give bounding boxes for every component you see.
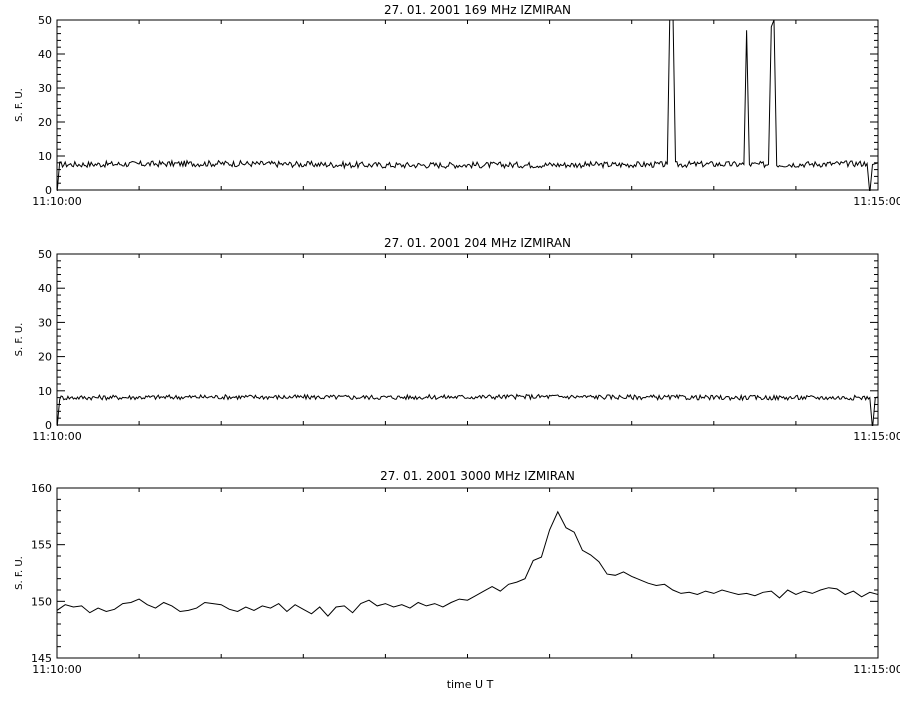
chart-3-frame <box>56 487 879 659</box>
chart-3-ytick-label: 150 <box>31 595 52 608</box>
chart-1-series-line <box>57 20 878 191</box>
x-axis-label: time U T <box>447 678 494 691</box>
chart-3-title: 27. 01. 2001 3000 MHz IZMIRAN <box>380 469 575 483</box>
chart-3-ytick-label: 145 <box>31 652 52 665</box>
chart-2-ytick-label: 50 <box>38 248 52 261</box>
chart-1-xtick-label: 11:10:00 <box>32 195 81 208</box>
chart-2: 27. 01. 2001 204 MHz IZMIRAN S. F. U. 0 10 2… <box>14 236 900 443</box>
chart-2-ytick-label: 0 <box>45 419 52 432</box>
chart-2-ylabel: S. F. U. <box>14 323 25 357</box>
chart-1-xtick-label: 11:15:00 <box>853 195 900 208</box>
chart-3-xtick-label: 11:10:00 <box>32 663 81 676</box>
chart-1: 27. 01. 2001 169 MHz IZMIRAN S. F. U. 0 10 2… <box>14 3 900 208</box>
chart-1-title: 27. 01. 2001 169 MHz IZMIRAN <box>384 3 571 17</box>
chart-2-xtick-label: 11:10:00 <box>32 430 81 443</box>
chart-3: 27. 01. 2001 3000 MHz IZMIRAN S. F. U. 145… <box>14 469 900 676</box>
chart-2-ytick-label: 30 <box>38 316 52 329</box>
chart-1-ytick-label: 50 <box>38 14 52 27</box>
chart-3-ylabel: S. F. U. <box>14 556 25 590</box>
chart-3-xtick-label: 11:15:00 <box>853 663 900 676</box>
chart-1-ytick-label: 40 <box>38 48 52 61</box>
chart-2-ytick-label: 10 <box>38 385 52 398</box>
chart-2-xtick-label: 11:15:00 <box>853 430 900 443</box>
chart-3-ytick-label: 160 <box>31 482 52 495</box>
chart-2-ytick-label: 20 <box>38 351 52 364</box>
chart-1-ytick-label: 20 <box>38 116 52 129</box>
chart-2-series-line <box>57 393 878 426</box>
chart-3-series-line <box>57 510 878 617</box>
chart-2-title: 27. 01. 2001 204 MHz IZMIRAN <box>384 236 571 250</box>
chart-1-ytick-label: 0 <box>45 184 52 197</box>
chart-1-ytick-label: 30 <box>38 82 52 95</box>
chart-3-ytick-label: 155 <box>31 539 52 552</box>
chart-1-ylabel: S. F. U. <box>14 88 25 122</box>
chart-1-ytick-label: 10 <box>38 150 52 163</box>
chart-2-ytick-label: 40 <box>38 282 52 295</box>
